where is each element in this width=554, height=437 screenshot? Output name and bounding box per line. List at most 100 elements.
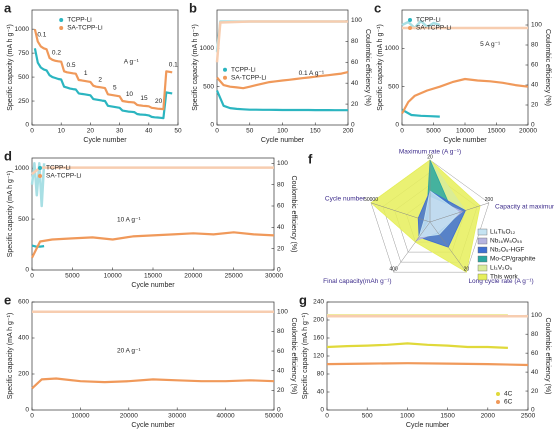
y2-tick-label: 80 [531,42,539,49]
y2-tick-label: 100 [531,22,542,29]
y2-tick-label: 20 [351,101,359,108]
y-tick-label: 0 [25,122,29,129]
x-tick-label: 0 [30,413,34,420]
annotation: 0.1 A g⁻¹ [299,70,325,77]
x-tick-label: 20000 [120,413,138,420]
y-tick-label: 400 [18,335,29,342]
x-axis-label: Cycle number [406,422,450,429]
x-tick-label: 1500 [440,413,455,420]
y2-tick-label: 40 [277,224,285,231]
y2-tick-label: 80 [277,328,285,335]
radar-axis [370,202,431,223]
y-axis-label: Specific capacity (mA h g⁻¹) [377,24,384,111]
rate-label: 2 [98,76,102,83]
y2-axis-label: Coulombic efficiency (%) [290,176,297,253]
y2-tick-label: 20 [531,388,539,395]
rate-label: 0.1 [169,62,178,69]
legend-label: Nb₂O₅-HGF [490,247,524,254]
y-axis-label: Specific capacity (mA h g⁻¹) [7,24,14,111]
radar-axis-max: 20 [427,154,433,160]
legend-swatch [477,246,488,254]
y2-tick-label: 100 [277,160,288,167]
legend-label: SA-TCPP-Li [67,25,102,32]
rate-label: 5 [113,85,117,92]
y-tick-label: 200 [313,317,324,324]
y2-axis-label: Coulombic efficiency (%) [544,29,551,106]
legend-marker [38,166,42,170]
radar-axis-max: 200 [485,197,494,203]
legend-label: TCPP-Li [46,165,71,172]
annotation: 10 A g⁻¹ [117,216,142,223]
y-tick-label: 40 [317,389,325,396]
x-tick-label: 40000 [217,413,235,420]
y2-tick-label: 40 [531,82,539,89]
legend-marker [223,67,227,72]
x-tick-label: 30000 [168,413,186,420]
y2-tick-label: 80 [277,181,285,188]
plot-frame [31,301,275,411]
legend-swatch [477,264,488,272]
legend-marker [59,18,64,22]
y2-tick-label: 100 [531,312,542,319]
y-axis-label: Specific capacity (mA h g⁻¹) [7,313,14,400]
rate-label: 10 [126,91,134,98]
x-tick-label: 20000 [519,128,537,135]
x-tick-label: 15000 [144,273,162,280]
x-axis-label: Cycle number [131,282,175,289]
y-tick-label: 80 [317,371,325,378]
y2-tick-label: 100 [351,17,362,24]
series-line [31,231,275,259]
series-line [215,20,348,63]
panel-label: a [4,0,12,15]
y2-tick-label: 100 [277,309,288,316]
x-tick-label: 2000 [481,413,496,420]
series-line [31,377,275,390]
panel-label: c [374,0,381,15]
y2-tick-label: 40 [531,369,539,376]
y-tick-label: 0 [25,407,29,414]
y2-tick-label: 20 [277,387,285,394]
y-axis-label: Specific capacity (mA h g⁻¹) [302,313,309,400]
radar-axis-max: 20 [464,266,470,272]
y-tick-label: 750 [18,50,29,57]
y2-tick-label: 60 [531,62,539,69]
panel-label: g [299,292,307,307]
y-tick-label: 0 [25,267,29,274]
x-tick-label: 10 [58,128,66,135]
y2-tick-label: 60 [351,59,359,66]
x-tick-label: 5000 [65,273,80,280]
series-line [30,162,46,208]
x-tick-label: 10000 [456,128,474,135]
y-tick-label: 500 [18,74,29,81]
series-line [215,90,348,112]
radar-axis-label: Long cycle rate (A g⁻¹) [468,278,533,285]
panel-label: e [4,292,11,307]
y2-tick-label: 60 [277,348,285,355]
y2-tick-label: 60 [531,350,539,357]
x-tick-label: 500 [362,413,373,420]
x-tick-label: 50 [174,128,182,135]
legend-label: SA-TCPP-Li [416,25,451,32]
x-tick-label: 100 [277,128,288,135]
x-axis-label: Cycle number [83,137,127,144]
y2-tick-label: 80 [351,38,359,45]
radar-axis [429,221,467,273]
legend-label: 4C [504,391,513,398]
x-tick-label: 30000 [265,273,283,280]
legend-label: Li₃V₂O₅ [490,265,513,272]
radar-axis-label: Maximum rate (A g⁻¹) [399,149,461,156]
legend-swatch [477,228,488,236]
panel-label: d [4,148,12,163]
y-tick-label: 500 [203,83,214,90]
y-tick-label: 0 [320,407,324,414]
y2-tick-label: 0 [277,407,281,414]
series-line [401,19,441,30]
x-tick-label: 0 [30,273,34,280]
y-tick-label: 250 [18,98,29,105]
series-line [31,166,274,175]
y2-tick-label: 0 [351,122,355,129]
legend-label: 6C [504,399,513,406]
x-tick-label: 30 [116,128,124,135]
legend-label: Mo-CP/graphite [490,256,536,263]
